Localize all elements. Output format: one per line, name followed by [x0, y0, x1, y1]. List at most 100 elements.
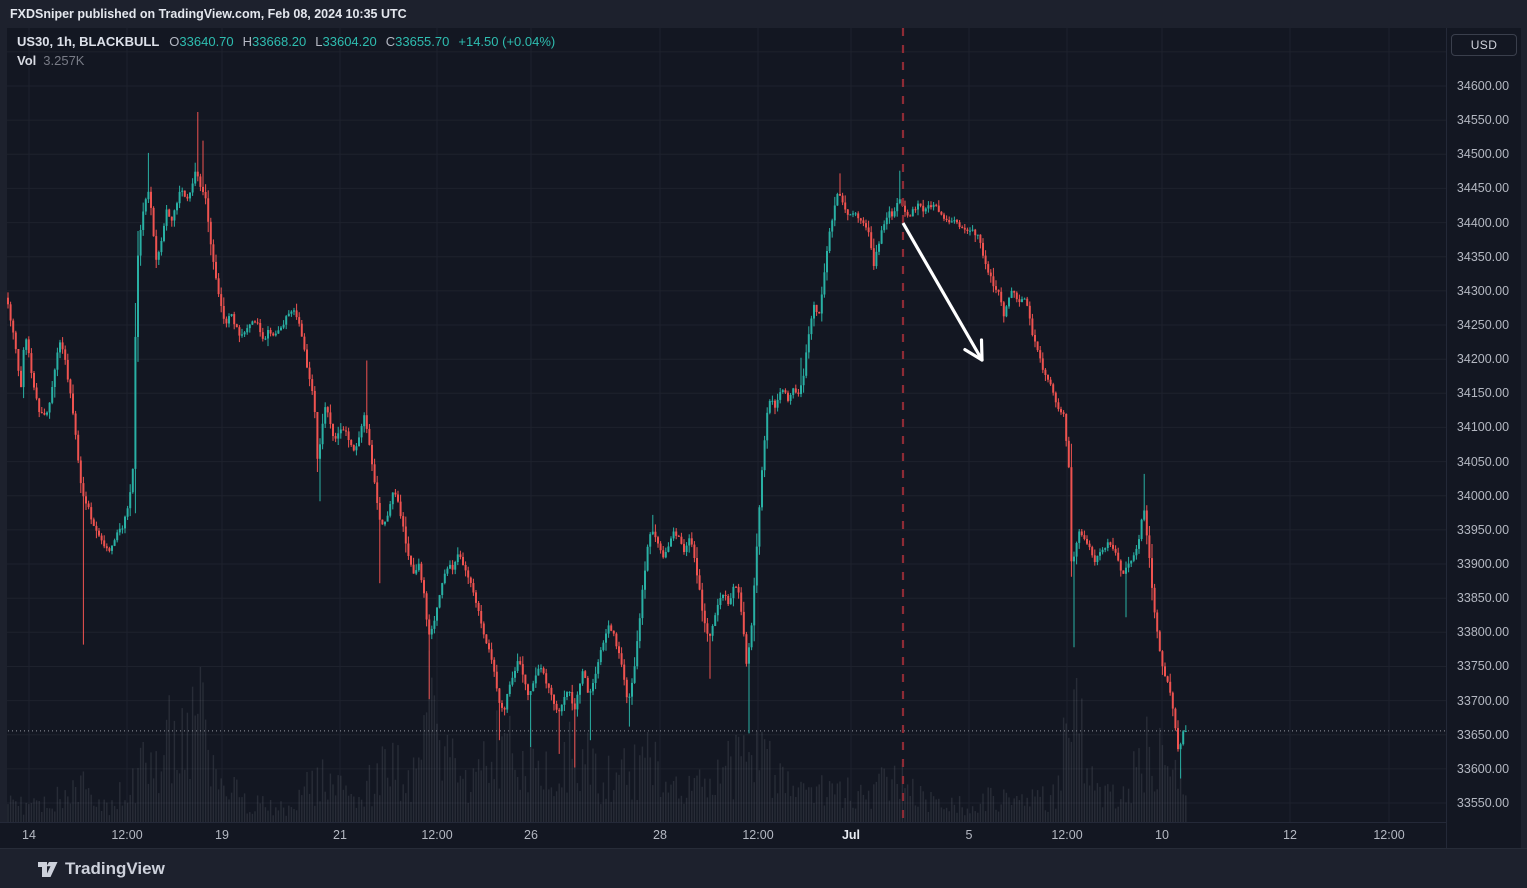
volume-bar — [514, 769, 516, 822]
volume-bar — [672, 781, 675, 822]
volume-bar — [667, 792, 670, 822]
candle-body — [948, 220, 951, 223]
candle-body — [56, 352, 59, 370]
volume-bar — [194, 715, 196, 822]
volume-bar — [347, 795, 350, 822]
candle-body — [542, 668, 545, 674]
candle-body — [22, 349, 25, 388]
candle-body — [935, 204, 938, 206]
volume-bar — [321, 759, 324, 822]
volume-bar — [457, 782, 459, 822]
volume-bar — [275, 807, 277, 822]
volume-bar — [618, 774, 620, 822]
candle-body — [776, 399, 779, 408]
candle-body — [217, 278, 220, 295]
volume-bar — [480, 770, 482, 822]
candle-body — [137, 255, 139, 337]
brand-text[interactable]: TradingView — [65, 858, 165, 878]
volume-bar — [701, 786, 703, 822]
candle-body — [547, 683, 550, 688]
symbol-title[interactable]: US30, 1h, BLACKBULL — [17, 34, 160, 49]
volume-bar — [607, 755, 610, 822]
price-axis-label: 34600.00 — [1456, 79, 1510, 93]
candle-body — [428, 619, 431, 635]
candle-body — [215, 261, 217, 279]
candle-body — [1021, 299, 1023, 302]
volume-bar — [160, 771, 163, 822]
volume-bar — [909, 796, 911, 822]
candle-body — [345, 430, 347, 432]
candle-body — [295, 310, 298, 318]
volume-bar — [1005, 792, 1008, 822]
candle-body — [1036, 341, 1039, 351]
volume-bar — [425, 712, 428, 822]
volume-bar — [1151, 775, 1153, 822]
candle-body — [100, 535, 103, 541]
candle-body — [313, 390, 316, 412]
price-axis-label: 33950.00 — [1456, 522, 1510, 537]
candle-body — [789, 395, 792, 401]
candle-body — [693, 544, 696, 558]
candle-body — [605, 633, 607, 643]
candle-body — [337, 433, 340, 439]
volume-bar — [376, 763, 378, 822]
tradingview-logo[interactable] — [37, 858, 58, 879]
candle-body — [259, 323, 262, 333]
candle-body — [802, 375, 805, 386]
volume-bar — [808, 787, 810, 822]
candle-body — [238, 327, 241, 336]
volume-bar — [873, 784, 875, 822]
volume-bar — [953, 804, 956, 822]
candle-body — [35, 387, 38, 399]
candle-body — [256, 322, 259, 324]
candle-body — [748, 647, 750, 664]
volume-bar — [449, 757, 451, 822]
volume-bar — [927, 812, 930, 822]
volume-bar — [665, 781, 667, 822]
volume-bar — [740, 756, 742, 822]
low-value: 33604.20 — [322, 34, 377, 49]
candle-body — [716, 604, 719, 616]
volume-bar — [168, 695, 170, 822]
candle-body — [319, 444, 321, 459]
candle-body — [553, 694, 555, 704]
currency-button[interactable]: USD — [1451, 34, 1517, 56]
candle-body — [807, 334, 810, 353]
chart-area[interactable]: US30, 1h, BLACKBULL O33640.70 H33668.20 L33… — [0, 28, 1446, 827]
candle-body — [1060, 409, 1062, 413]
volume-bar — [511, 753, 514, 822]
candle-body — [659, 543, 662, 551]
candle-body — [498, 688, 501, 703]
volume-bar — [1109, 791, 1112, 822]
volume-bar — [59, 799, 61, 822]
volume-bar — [522, 751, 524, 822]
published-text: FXDSniper published on TradingView.com, … — [10, 7, 407, 21]
volume-bar — [649, 757, 651, 822]
volume-bar — [329, 773, 332, 822]
candle-body — [571, 692, 574, 704]
volume-bar — [883, 768, 885, 822]
candle-body — [904, 205, 906, 212]
volume-bar — [405, 793, 407, 822]
volume-bar — [844, 798, 846, 822]
volume-bar — [932, 796, 935, 822]
price-axis-label: 34300.00 — [1456, 283, 1510, 298]
volume-bar — [464, 770, 467, 822]
volume-bar — [974, 811, 976, 822]
candle-body — [475, 592, 477, 603]
volume-bar — [706, 797, 709, 822]
candle-body — [1039, 350, 1042, 359]
candle-body — [202, 186, 204, 192]
volume-bar — [893, 765, 896, 822]
time-axis[interactable]: 14 12:00 19 21 12:00 26 28 12:00 Jul 5 12:00 10 12 12… — [0, 822, 1446, 848]
volume-bar — [984, 811, 987, 822]
price-axis[interactable]: USD 34600.00 34550.00 34500.00 34450.00 3440… — [1446, 28, 1527, 848]
candle-body — [381, 519, 384, 525]
candle-body — [677, 535, 680, 537]
candle-body — [64, 349, 67, 360]
volume-bar — [602, 782, 605, 822]
volume-bar — [420, 759, 423, 822]
volume-bar — [704, 778, 706, 822]
candle-body — [937, 205, 940, 212]
candle-body — [1070, 467, 1073, 562]
